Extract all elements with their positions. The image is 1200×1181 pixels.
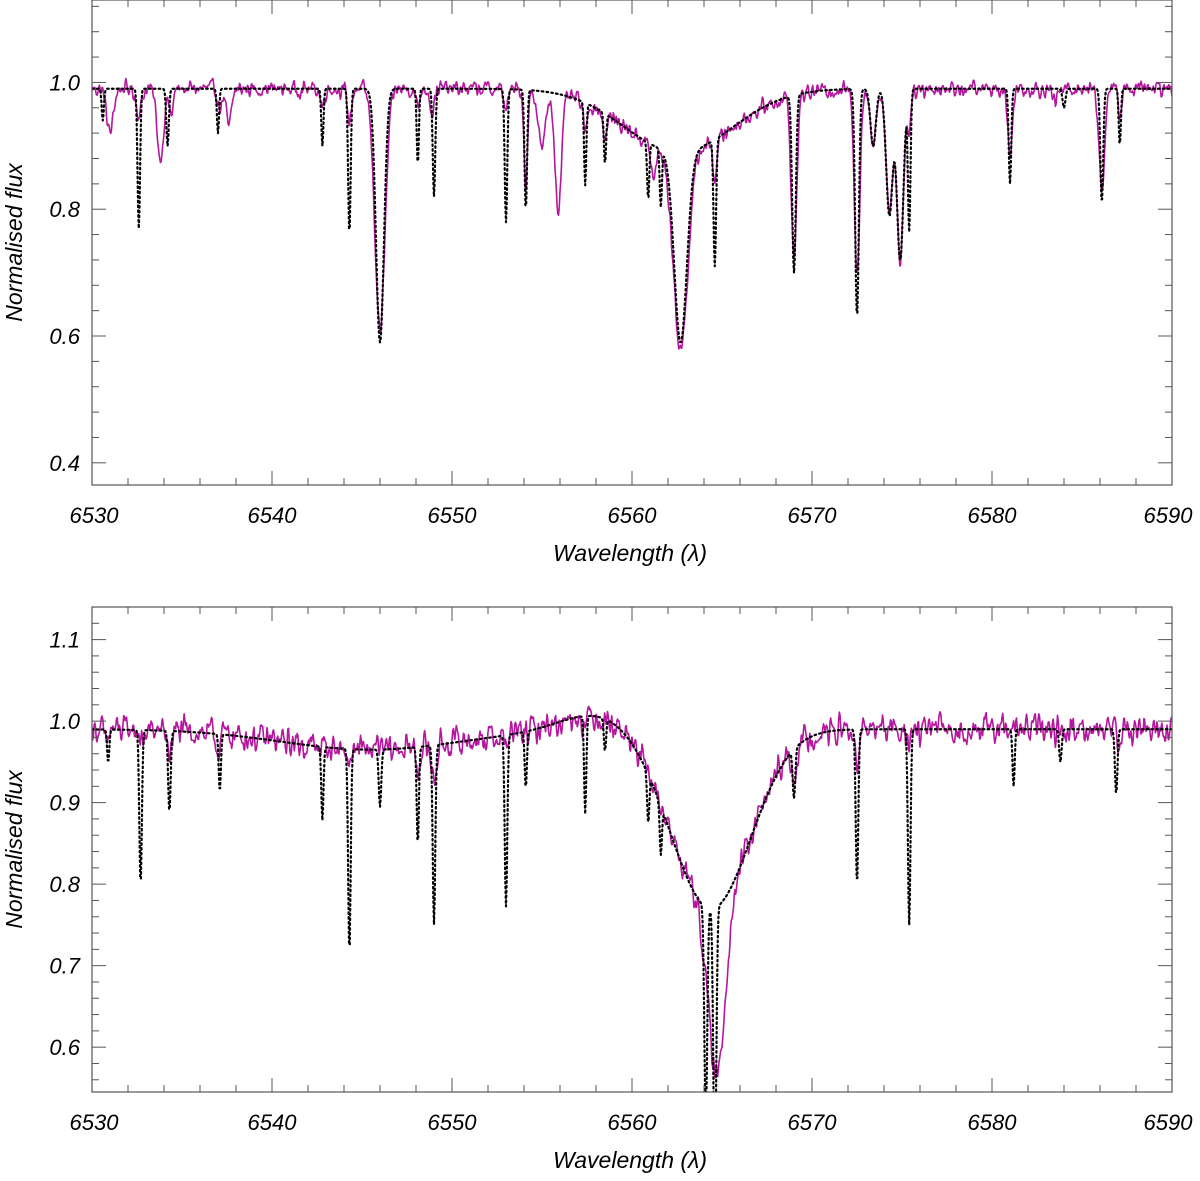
y-tick-label: 0.4 [49, 451, 80, 476]
y-tick-label: 0.8 [49, 197, 80, 222]
x-tick-label: 6590 [1144, 1110, 1194, 1135]
x-axis-title: Wavelength (λ) [553, 1147, 707, 1173]
y-tick-label: 0.9 [49, 791, 80, 816]
x-tick-label: 6580 [968, 503, 1018, 528]
x-axis-title: Wavelength (λ) [553, 540, 707, 566]
x-tick-label: 6530 [70, 503, 120, 528]
x-tick-label: 6570 [788, 503, 838, 528]
y-tick-label: 1.0 [49, 70, 80, 95]
x-tick-label: 6540 [248, 1110, 298, 1135]
x-tick-label: 6560 [608, 1110, 658, 1135]
observed-spectrum-line [92, 77, 1172, 350]
top-panel: 6530 6540 6550 6560 6570 6580 6590 0.4 0.6 0.8 1.0… [1, 0, 1193, 566]
model-spectrum-line [92, 714, 1172, 1092]
x-tick-label: 6580 [968, 1110, 1018, 1135]
y-tick-label: 0.8 [49, 872, 80, 897]
y-tick-label: 1.1 [49, 628, 80, 653]
y-tick-label: 0.6 [49, 1035, 80, 1060]
y-axis-title: Normalised flux [1, 162, 27, 322]
y-tick-label: 1.0 [49, 709, 80, 734]
x-tick-label: 6530 [70, 1110, 120, 1135]
series-group [92, 705, 1172, 1092]
y-tick-label: 0.6 [49, 324, 80, 349]
y-axis-title: Normalised flux [1, 769, 27, 929]
series-group [92, 77, 1172, 350]
plot-frame [91, 606, 1173, 1093]
x-tick-label: 6570 [788, 1110, 838, 1135]
model-spectrum-line [92, 87, 1172, 344]
x-tick-label: 6540 [248, 503, 298, 528]
bottom-panel: 6530 6540 6550 6560 6570 6580 6590 0.6 0.7 0.8 0.9… [1, 606, 1194, 1173]
x-tick-label: 6550 [428, 1110, 478, 1135]
x-tick-label: 6550 [428, 503, 478, 528]
x-tick-label: 6590 [1144, 503, 1194, 528]
plot-frame [91, 0, 1173, 486]
x-tick-label: 6560 [608, 503, 658, 528]
observed-spectrum-line [92, 705, 1172, 1080]
y-tick-label: 0.7 [49, 954, 80, 979]
